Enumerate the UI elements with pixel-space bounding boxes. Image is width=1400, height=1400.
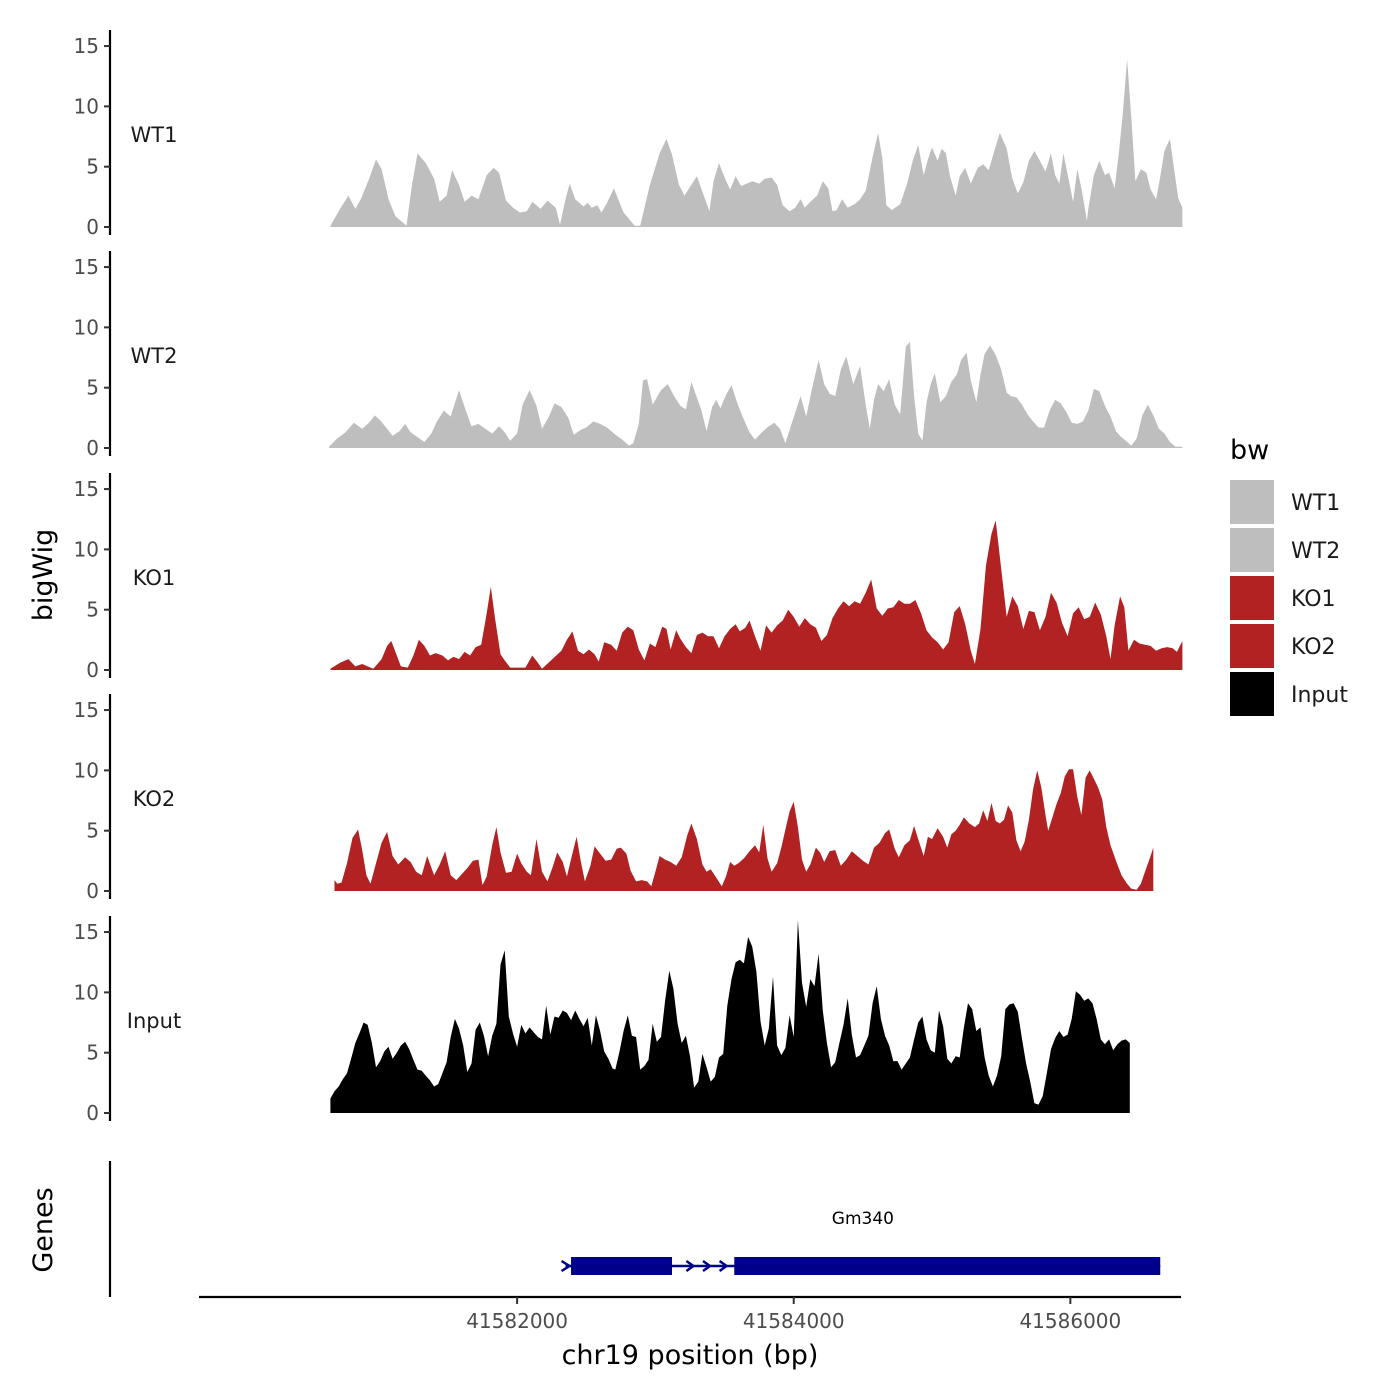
panel-label: KO1	[133, 566, 176, 590]
x-axis-title: chr19 position (bp)	[562, 1340, 819, 1371]
legend-item-input: Input	[1230, 672, 1348, 716]
y-tick-label: 0	[86, 215, 99, 239]
signal-panels: 0 5 10 15 WT1 0 5 10 15 WT2 0 5 10 15 KO1 0 5 10 15 KO2 0 5 10…	[74, 30, 1183, 1125]
series-area-ko1	[330, 520, 1183, 670]
legend-title: bw	[1230, 435, 1269, 466]
y-tick-label: 10	[74, 315, 99, 339]
y-axis-title: bigWig	[28, 529, 59, 622]
series-area-input	[330, 920, 1130, 1113]
panel-wt1: 0 5 10 15 WT1	[74, 30, 1183, 239]
panel-label: KO2	[133, 787, 176, 811]
legend-item-ko1: KO1	[1230, 576, 1336, 620]
series-area-ko2	[334, 769, 1154, 891]
panel-label: WT2	[131, 344, 178, 368]
x-tick-label: 41582000	[466, 1309, 568, 1333]
legend-swatch	[1230, 624, 1274, 668]
panel-ko2: 0 5 10 15 KO2	[74, 694, 1154, 903]
panel-label: Input	[127, 1009, 181, 1033]
panel-label: WT1	[131, 123, 178, 147]
legend-swatch	[1230, 672, 1274, 716]
strand-arrow	[702, 1259, 713, 1273]
y-tick-label: 10	[74, 94, 99, 118]
y-tick-label: 5	[86, 819, 99, 843]
y-tick-label: 0	[86, 436, 99, 460]
panel-input: 0 5 10 15 Input	[74, 916, 1130, 1125]
y-tick-label: 10	[74, 758, 99, 782]
legend: bw WT1 WT2 KO1 KO2 Input	[1230, 435, 1348, 716]
y-tick-label: 5	[86, 155, 99, 179]
gene-track-title: Genes	[28, 1187, 59, 1272]
y-tick-label: 15	[74, 477, 99, 501]
panel-wt2: 0 5 10 15 WT2	[74, 251, 1183, 460]
legend-item-wt1: WT1	[1230, 480, 1340, 524]
legend-label: Input	[1291, 683, 1348, 708]
panel-ko1: 0 5 10 15 KO1	[74, 473, 1183, 682]
legend-label: WT2	[1291, 539, 1340, 564]
strand-arrow	[560, 1259, 572, 1273]
y-tick-label: 5	[86, 376, 99, 400]
y-tick-label: 15	[74, 920, 99, 944]
legend-swatch	[1230, 576, 1274, 620]
y-tick-label: 15	[74, 34, 99, 58]
y-tick-label: 0	[86, 879, 99, 903]
legend-label: WT1	[1291, 491, 1340, 516]
y-tick-label: 0	[86, 1101, 99, 1125]
legend-label: KO2	[1291, 635, 1336, 660]
gene-track: Gm340	[108, 1161, 1161, 1297]
y-tick-label: 5	[86, 598, 99, 622]
series-area-wt1	[330, 59, 1183, 227]
y-tick-label: 15	[74, 255, 99, 279]
strand-arrow	[718, 1259, 729, 1273]
y-tick-label: 5	[86, 1041, 99, 1065]
strand-arrow	[685, 1259, 696, 1273]
y-tick-label: 10	[74, 980, 99, 1004]
legend-item-wt2: WT2	[1230, 528, 1340, 572]
series-area-wt2	[329, 341, 1183, 448]
y-tick-label: 0	[86, 658, 99, 682]
gene-exon	[571, 1257, 673, 1275]
legend-item-ko2: KO2	[1230, 624, 1336, 668]
x-tick-label: 41584000	[743, 1309, 845, 1333]
x-tick-label: 41586000	[1019, 1309, 1121, 1333]
y-tick-label: 10	[74, 537, 99, 561]
legend-label: KO1	[1291, 587, 1336, 612]
gene-label: Gm340	[832, 1209, 894, 1229]
legend-swatch	[1230, 480, 1274, 524]
legend-swatch	[1230, 528, 1274, 572]
y-tick-label: 15	[74, 698, 99, 722]
x-axis: 41582000 41584000 41586000	[199, 1295, 1181, 1333]
gene-exon	[734, 1257, 1161, 1275]
